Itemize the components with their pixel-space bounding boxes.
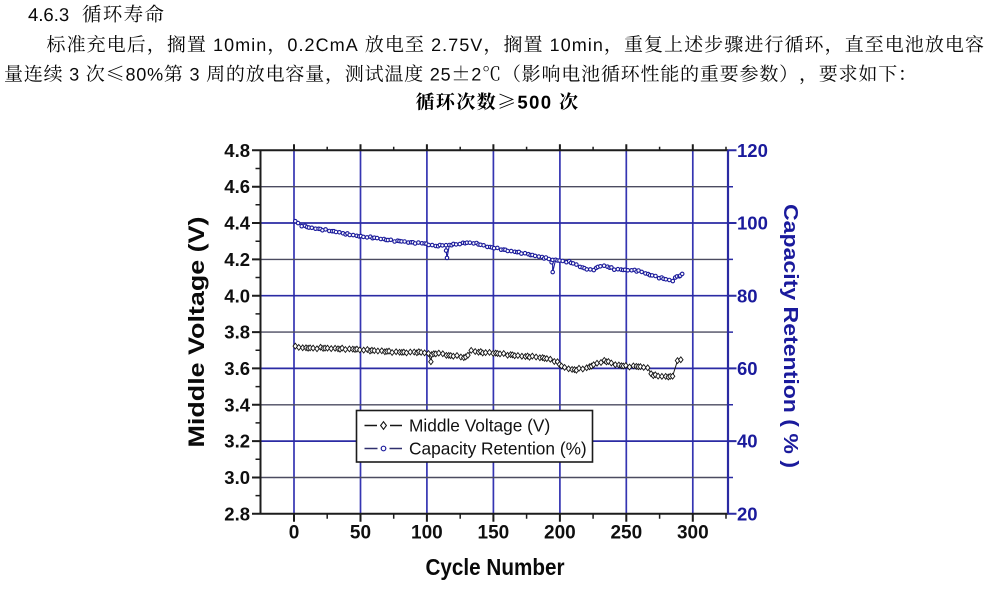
svg-text:3.2: 3.2: [224, 431, 250, 452]
svg-text:50: 50: [350, 523, 371, 544]
svg-text:60: 60: [737, 358, 758, 379]
svg-text:20: 20: [737, 503, 758, 524]
svg-text:Capacity Retention ( % ): Capacity Retention ( % ): [779, 204, 801, 468]
svg-text:3.4: 3.4: [224, 394, 250, 415]
svg-text:3.8: 3.8: [224, 322, 250, 343]
svg-text:100: 100: [411, 523, 443, 544]
svg-text:300: 300: [677, 523, 709, 544]
svg-text:120: 120: [737, 140, 768, 161]
svg-text:Capacity Retention (%): Capacity Retention (%): [409, 439, 587, 459]
svg-text:0: 0: [289, 523, 300, 544]
svg-text:100: 100: [737, 213, 768, 234]
svg-text:4.2: 4.2: [224, 249, 250, 270]
svg-text:Middle Voltage (V): Middle Voltage (V): [409, 416, 550, 436]
svg-text:Middle Voltage (V): Middle Voltage (V): [184, 217, 209, 448]
svg-text:3.6: 3.6: [224, 358, 250, 379]
svg-text:4.4: 4.4: [224, 213, 250, 234]
svg-text:200: 200: [544, 523, 576, 544]
svg-text:4.0: 4.0: [224, 285, 250, 306]
svg-text:3.0: 3.0: [224, 467, 250, 488]
svg-text:40: 40: [737, 431, 758, 452]
svg-text:150: 150: [478, 523, 510, 544]
svg-text:80: 80: [737, 285, 758, 306]
svg-text:4.6: 4.6: [224, 176, 250, 197]
svg-text:Cycle Number: Cycle Number: [426, 554, 565, 580]
svg-text:2.8: 2.8: [224, 503, 250, 524]
svg-text:250: 250: [610, 523, 642, 544]
svg-text:4.8: 4.8: [224, 140, 250, 161]
